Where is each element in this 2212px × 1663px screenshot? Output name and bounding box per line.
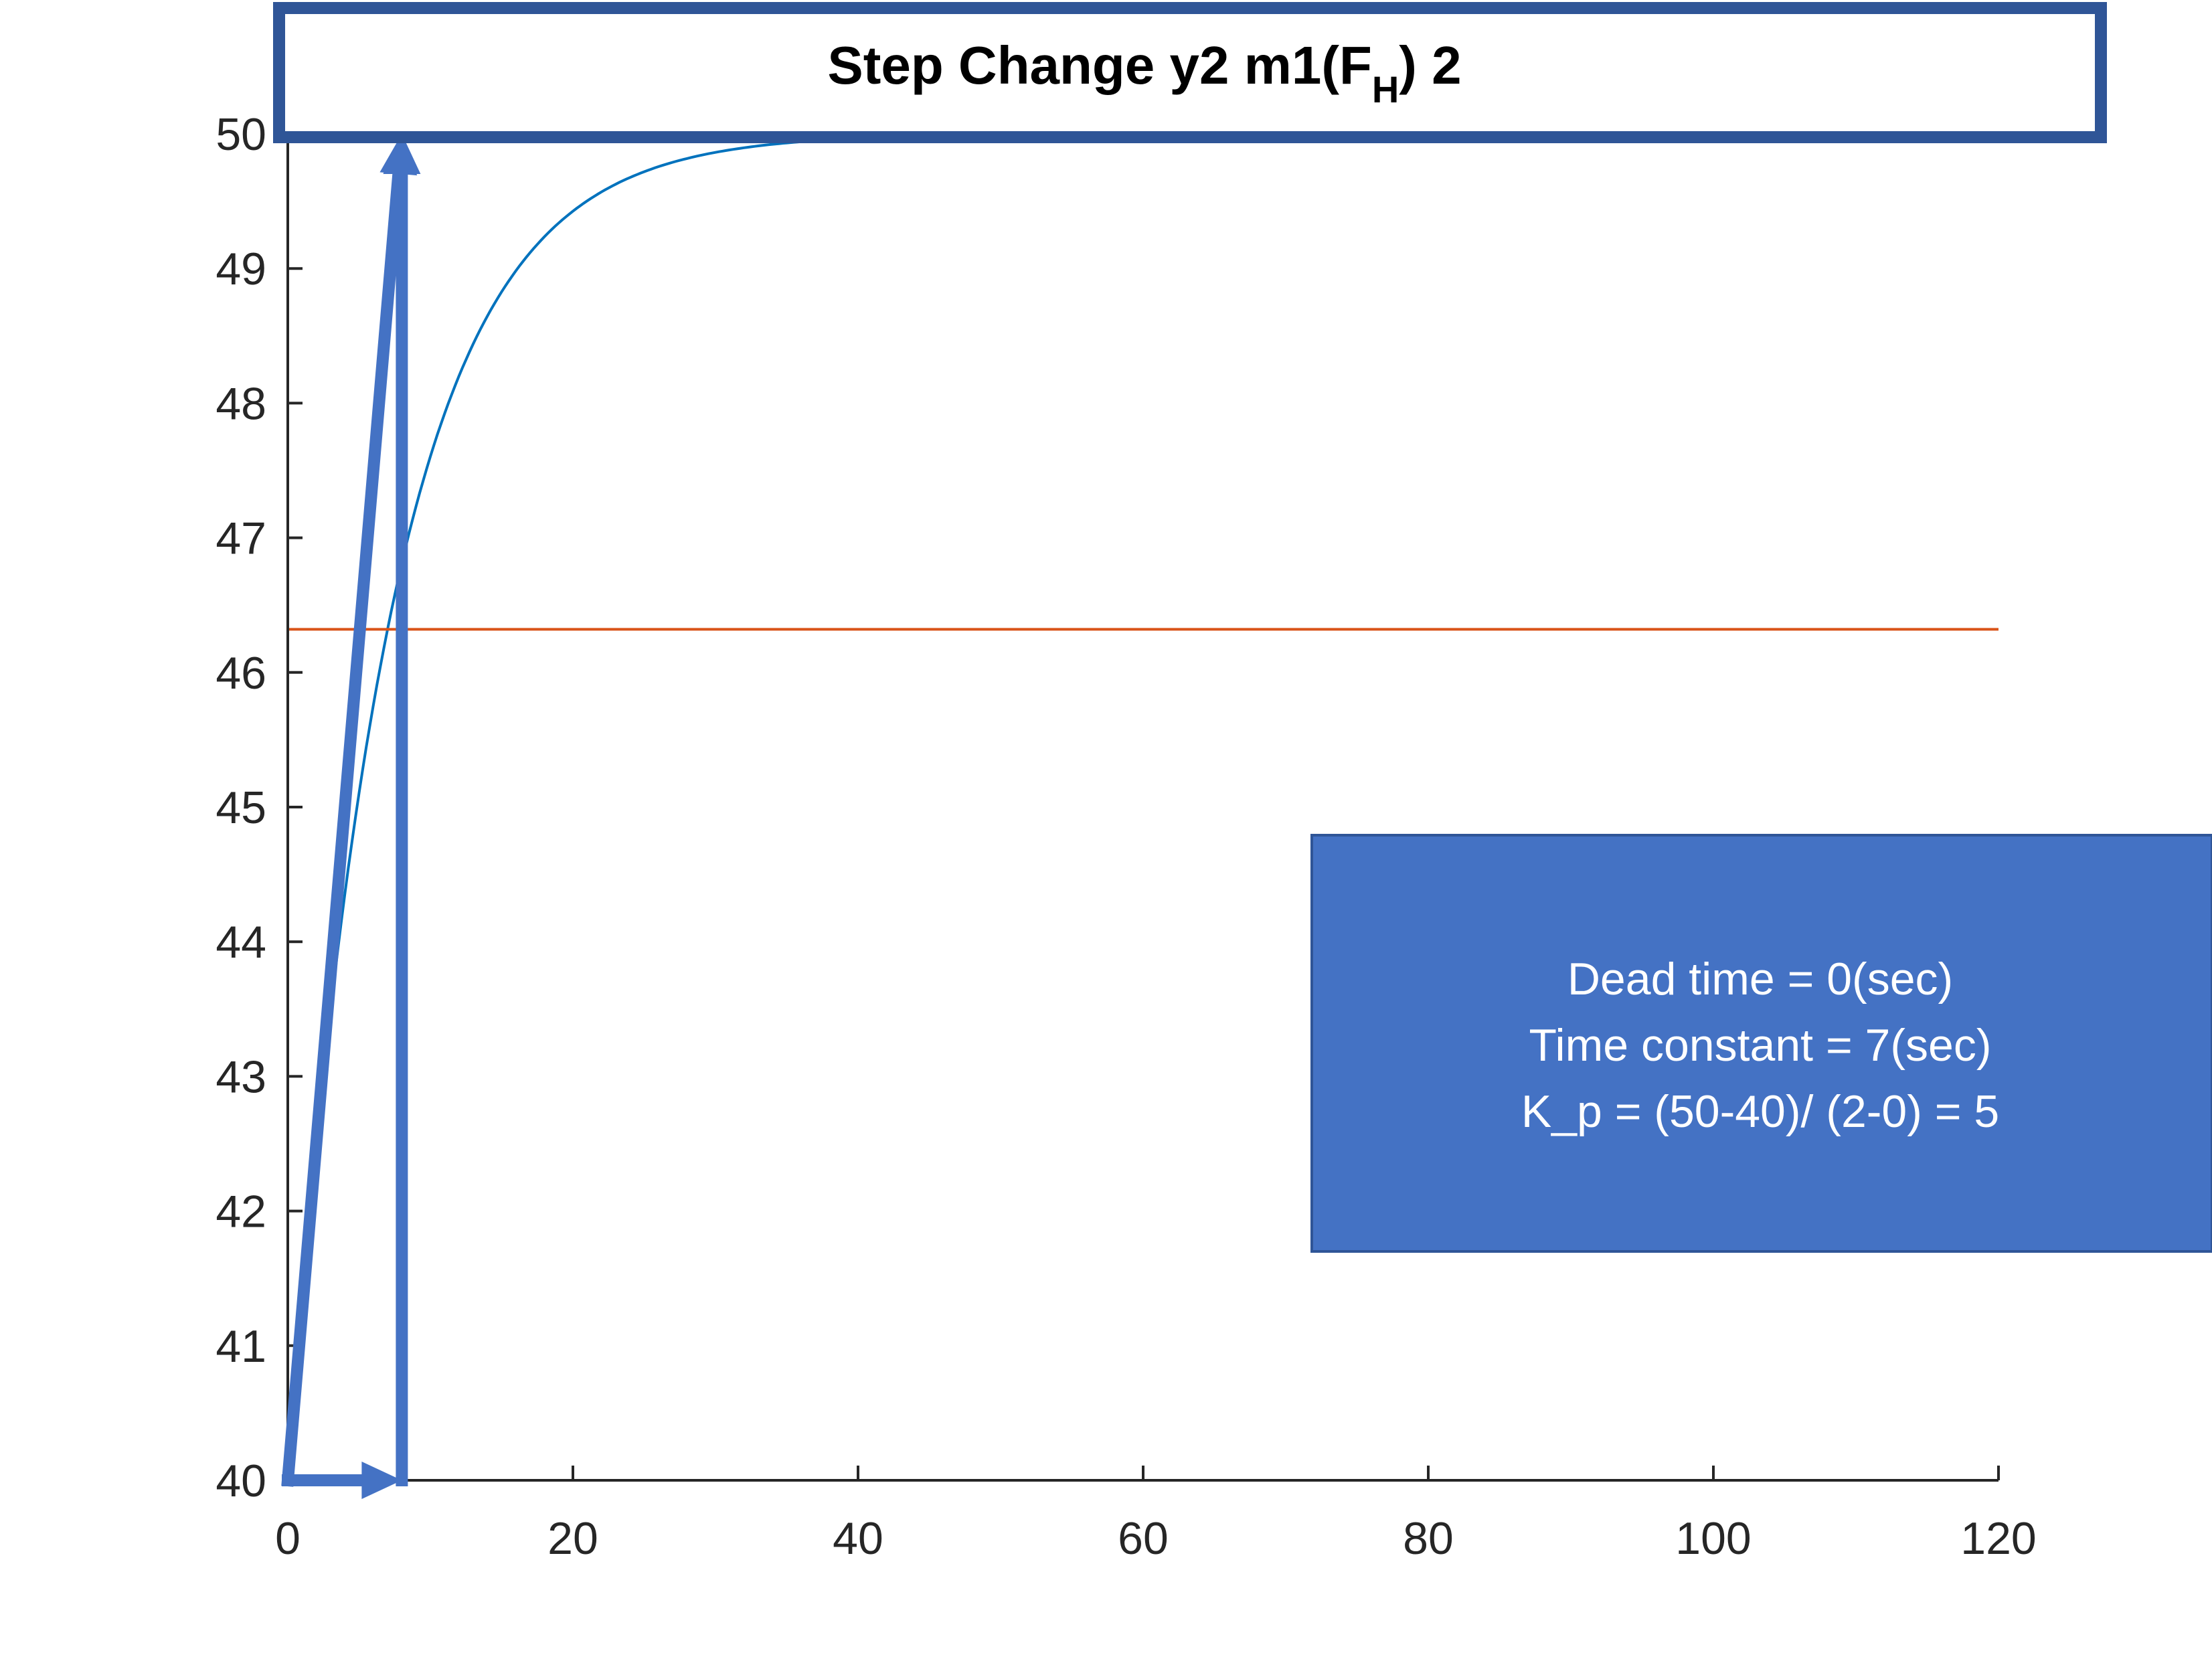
- info-line-gain: K_p = (50-40)/ (2-0) = 5: [1521, 1086, 1999, 1137]
- y-tick-label: 48: [216, 378, 266, 429]
- x-tick-label: 100: [1675, 1513, 1751, 1564]
- y-tick-label: 49: [216, 244, 266, 294]
- y-tick-label: 42: [216, 1187, 266, 1237]
- y-tick-label: 50: [216, 109, 266, 160]
- annotation-arrow-3-head: [379, 134, 418, 176]
- y-axis-ticks: 40 41 42 43 44 45 46 47 48 49 50: [216, 109, 303, 1506]
- y-tick-label: 40: [216, 1456, 266, 1506]
- chart-title: Step Change y2 m1(FH) 2: [827, 35, 1461, 110]
- y-tick-label: 44: [216, 917, 266, 968]
- y-tick-label: 41: [216, 1321, 266, 1372]
- x-axis-ticks: 0 20 40 60 80 100 120: [275, 1466, 2037, 1564]
- x-tick-label: 40: [833, 1513, 883, 1564]
- x-tick-label: 80: [1403, 1513, 1454, 1564]
- info-box: Dead time = 0(sec) Time constant = 7(sec…: [1310, 834, 2212, 1253]
- title-box-frame: [273, 2, 2107, 143]
- annotation-arrow-1-head: [361, 1462, 402, 1499]
- x-tick-label: 0: [275, 1513, 301, 1564]
- y-tick-label: 46: [216, 648, 266, 699]
- axes-layer: 40 41 42 43 44 45 46 47 48 49 50 0 20 40 60 80 100 120: [216, 109, 2036, 1564]
- x-tick-label: 120: [1960, 1513, 2036, 1564]
- info-line-dead-time: Dead time = 0(sec): [1567, 954, 1953, 1004]
- y-tick-label: 43: [216, 1051, 266, 1102]
- info-box-frame: [1310, 834, 2212, 1253]
- chart-title-main: Step Change y2 m1(F: [827, 35, 1372, 95]
- y-tick-label: 47: [216, 513, 266, 564]
- info-line-time-constant: Time constant = 7(sec): [1529, 1020, 1992, 1071]
- x-tick-label: 60: [1118, 1513, 1169, 1564]
- annotation-arrow-3-shaft: [281, 167, 406, 1487]
- x-tick-label: 20: [547, 1513, 598, 1564]
- y-tick-label: 45: [216, 782, 266, 833]
- chart-title-suffix: ) 2: [1399, 35, 1461, 95]
- annotation-arrows: [281, 134, 421, 1499]
- chart-title-subscript: H: [1372, 68, 1399, 110]
- title-box: Step Change y2 m1(FH) 2: [273, 2, 2107, 143]
